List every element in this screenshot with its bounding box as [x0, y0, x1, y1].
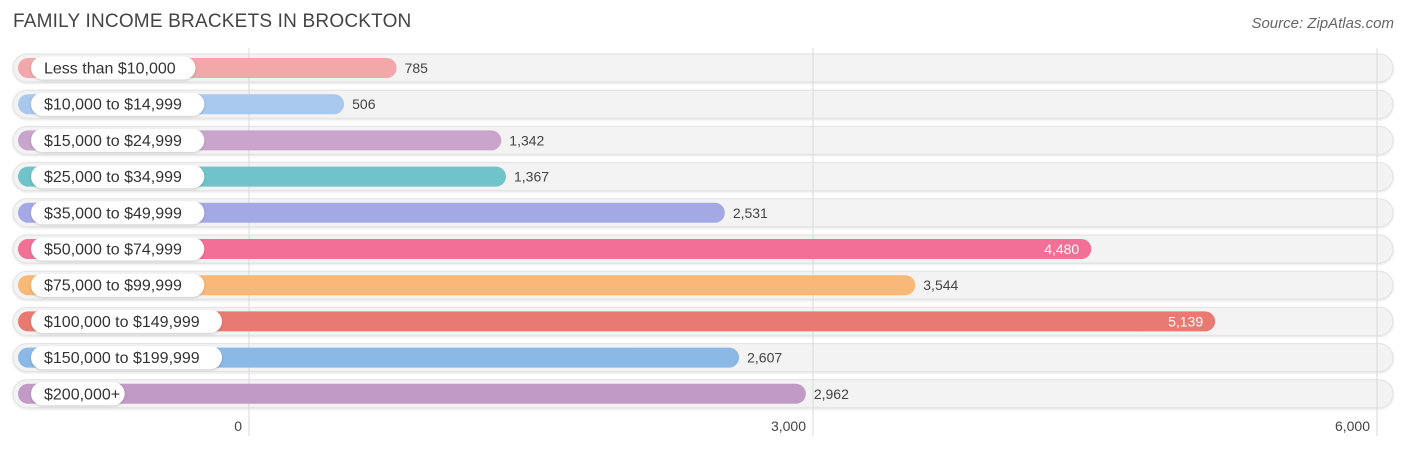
category-label: $35,000 to $49,999 — [44, 205, 182, 222]
category-label: $50,000 to $74,999 — [44, 242, 182, 259]
row-background — [12, 89, 1394, 119]
bar — [18, 275, 916, 296]
category-label: $15,000 to $24,999 — [44, 133, 182, 150]
category-label: $75,000 to $99,999 — [44, 278, 182, 295]
value-label: 2,962 — [814, 386, 849, 402]
category-label: $200,000+ — [44, 386, 120, 403]
category-pill — [31, 237, 205, 261]
value-label: 2,607 — [747, 350, 782, 366]
category-pill — [31, 128, 205, 152]
category-pill — [31, 92, 205, 116]
value-label: 1,342 — [509, 132, 544, 148]
chart-title: FAMILY INCOME BRACKETS IN BROCKTON — [13, 11, 412, 32]
value-label: 3,544 — [923, 277, 958, 293]
category-pill — [31, 273, 205, 297]
value-label: 5,139 — [1168, 313, 1203, 329]
category-label: $150,000 to $199,999 — [44, 350, 200, 367]
x-tick-label: 3,000 — [771, 418, 806, 434]
category-pill — [31, 201, 205, 225]
category-pill — [31, 309, 222, 333]
category-pill — [31, 165, 205, 189]
bar — [18, 311, 1216, 332]
source-label: Source: ZipAtlas.com — [1251, 15, 1394, 32]
category-label: $25,000 to $34,999 — [44, 169, 182, 186]
value-label: 785 — [405, 60, 429, 76]
category-pill — [31, 346, 222, 370]
bar — [18, 239, 1092, 259]
value-label: 506 — [352, 96, 376, 112]
value-label: 1,367 — [514, 169, 549, 185]
value-label: 2,531 — [733, 205, 768, 221]
x-tick-label: 6,000 — [1335, 418, 1370, 434]
category-pill — [31, 382, 125, 406]
bar — [18, 383, 806, 404]
x-tick-label: 0 — [234, 418, 242, 434]
value-label: 4,480 — [1044, 241, 1079, 257]
category-label: Less than $10,000 — [44, 61, 176, 78]
category-pill — [31, 56, 196, 80]
category-label: $10,000 to $14,999 — [44, 97, 182, 114]
category-label: $100,000 to $149,999 — [44, 314, 200, 331]
